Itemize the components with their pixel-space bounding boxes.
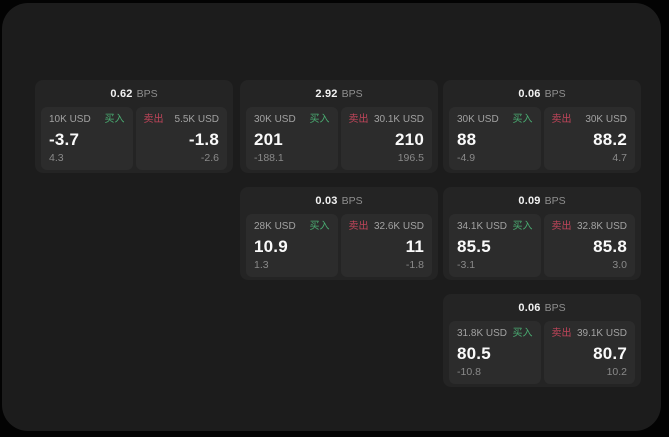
dashboard-surface: 0.62 BPS 10K USD 买入 -3.7 4.3 卖出 5.5K USD bbox=[2, 3, 661, 431]
buy-amount: 30K USD bbox=[254, 114, 296, 125]
buy-card[interactable]: 30K USD 买入 88 -4.9 bbox=[449, 107, 541, 170]
bps-unit-label: BPS bbox=[544, 301, 566, 314]
sell-card[interactable]: 卖出 5.5K USD -1.8 -2.6 bbox=[135, 107, 227, 170]
buy-card[interactable]: 28K USD 买入 10.9 1.3 bbox=[246, 214, 338, 277]
buy-amount: 28K USD bbox=[254, 221, 296, 232]
sell-price: 210 bbox=[395, 130, 424, 149]
sell-change: 10.2 bbox=[606, 366, 627, 378]
buy-price: 10.9 bbox=[254, 237, 288, 256]
buy-price: 201 bbox=[254, 130, 283, 149]
bps-value: 0.06 bbox=[518, 87, 541, 100]
buy-price: 80.5 bbox=[457, 344, 491, 363]
sell-label: 卖出 bbox=[143, 114, 164, 125]
buy-card[interactable]: 30K USD 买入 201 -188.1 bbox=[246, 107, 338, 170]
buy-price: 85.5 bbox=[457, 237, 491, 256]
sell-change: 196.5 bbox=[397, 152, 424, 164]
bps-unit-label: BPS bbox=[341, 194, 363, 207]
sell-label: 卖出 bbox=[551, 221, 572, 232]
buy-label: 买入 bbox=[309, 221, 330, 232]
buy-card[interactable]: 10K USD 买入 -3.7 4.3 bbox=[41, 107, 133, 170]
buy-label: 买入 bbox=[512, 221, 533, 232]
buy-change: -3.1 bbox=[457, 259, 476, 271]
quote-panel-2: 2.92 BPS 30K USD 买入 201 -188.1 卖出 30.1K … bbox=[240, 80, 438, 173]
sell-label: 卖出 bbox=[348, 221, 369, 232]
panel-cards: 30K USD 买入 201 -188.1 卖出 30.1K USD 210 1… bbox=[240, 107, 438, 170]
buy-card[interactable]: 31.8K USD 买入 80.5 -10.8 bbox=[449, 321, 541, 384]
sell-change: -2.6 bbox=[200, 152, 219, 164]
sell-label: 卖出 bbox=[348, 114, 369, 125]
buy-change: -188.1 bbox=[254, 152, 284, 164]
sell-label: 卖出 bbox=[551, 114, 572, 125]
sell-price: 11 bbox=[405, 237, 424, 256]
bps-unit-label: BPS bbox=[544, 194, 566, 207]
quote-panel-4: 0.03 BPS 28K USD 买入 10.9 1.3 卖出 32.6K US… bbox=[240, 187, 438, 280]
buy-price: 88 bbox=[457, 130, 477, 149]
buy-label: 买入 bbox=[512, 328, 533, 339]
sell-change: -1.8 bbox=[405, 259, 424, 271]
panel-cards: 10K USD 买入 -3.7 4.3 卖出 5.5K USD -1.8 -2.… bbox=[35, 107, 233, 170]
buy-card[interactable]: 34.1K USD 买入 85.5 -3.1 bbox=[449, 214, 541, 277]
buy-amount: 34.1K USD bbox=[457, 221, 508, 232]
sell-change: 3.0 bbox=[612, 259, 627, 271]
buy-amount: 10K USD bbox=[49, 114, 91, 125]
buy-label: 买入 bbox=[104, 114, 125, 125]
sell-price: -1.8 bbox=[188, 130, 219, 149]
bps-unit-label: BPS bbox=[341, 87, 363, 100]
bps-value: 0.62 bbox=[110, 87, 133, 100]
panel-header: 0.06 BPS bbox=[443, 80, 641, 107]
sell-card[interactable]: 卖出 30K USD 88.2 4.7 bbox=[543, 107, 635, 170]
sell-amount: 32.8K USD bbox=[576, 221, 627, 232]
sell-price: 80.7 bbox=[593, 344, 627, 363]
sell-card[interactable]: 卖出 32.8K USD 85.8 3.0 bbox=[543, 214, 635, 277]
bps-value: 2.92 bbox=[315, 87, 338, 100]
bps-value: 0.09 bbox=[518, 194, 541, 207]
bps-value: 0.06 bbox=[518, 301, 541, 314]
bps-unit-label: BPS bbox=[136, 87, 158, 100]
panel-cards: 31.8K USD 买入 80.5 -10.8 卖出 39.1K USD 80.… bbox=[443, 321, 641, 384]
quote-panel-1: 0.62 BPS 10K USD 买入 -3.7 4.3 卖出 5.5K USD bbox=[35, 80, 233, 173]
panel-header: 2.92 BPS bbox=[240, 80, 438, 107]
panel-header: 0.09 BPS bbox=[443, 187, 641, 214]
buy-change: 4.3 bbox=[49, 152, 64, 164]
panel-cards: 28K USD 买入 10.9 1.3 卖出 32.6K USD 11 -1.8 bbox=[240, 214, 438, 277]
sell-amount: 30K USD bbox=[585, 114, 627, 125]
panel-cards: 30K USD 买入 88 -4.9 卖出 30K USD 88.2 4.7 bbox=[443, 107, 641, 170]
sell-amount: 32.6K USD bbox=[373, 221, 424, 232]
sell-change: 4.7 bbox=[612, 152, 627, 164]
buy-amount: 31.8K USD bbox=[457, 328, 508, 339]
panel-header: 0.06 BPS bbox=[443, 294, 641, 321]
sell-amount: 30.1K USD bbox=[373, 114, 424, 125]
sell-card[interactable]: 卖出 30.1K USD 210 196.5 bbox=[340, 107, 432, 170]
sell-price: 85.8 bbox=[593, 237, 627, 256]
buy-price: -3.7 bbox=[49, 130, 80, 149]
bps-value: 0.03 bbox=[315, 194, 338, 207]
buy-change: 1.3 bbox=[254, 259, 269, 271]
buy-change: -4.9 bbox=[457, 152, 476, 164]
panel-header: 0.03 BPS bbox=[240, 187, 438, 214]
sell-label: 卖出 bbox=[551, 328, 572, 339]
buy-change: -10.8 bbox=[457, 366, 481, 378]
buy-label: 买入 bbox=[309, 114, 330, 125]
sell-amount: 5.5K USD bbox=[174, 114, 219, 125]
sell-card[interactable]: 卖出 32.6K USD 11 -1.8 bbox=[340, 214, 432, 277]
sell-amount: 39.1K USD bbox=[576, 328, 627, 339]
quote-panel-6: 0.06 BPS 31.8K USD 买入 80.5 -10.8 卖出 39.1… bbox=[443, 294, 641, 387]
quote-panel-3: 0.06 BPS 30K USD 买入 88 -4.9 卖出 30K USD bbox=[443, 80, 641, 173]
panel-cards: 34.1K USD 买入 85.5 -3.1 卖出 32.8K USD 85.8… bbox=[443, 214, 641, 277]
buy-label: 买入 bbox=[512, 114, 533, 125]
buy-amount: 30K USD bbox=[457, 114, 499, 125]
sell-card[interactable]: 卖出 39.1K USD 80.7 10.2 bbox=[543, 321, 635, 384]
bps-unit-label: BPS bbox=[544, 87, 566, 100]
panel-header: 0.62 BPS bbox=[35, 80, 233, 107]
sell-price: 88.2 bbox=[593, 130, 627, 149]
quote-panel-5: 0.09 BPS 34.1K USD 买入 85.5 -3.1 卖出 32.8K… bbox=[443, 187, 641, 280]
